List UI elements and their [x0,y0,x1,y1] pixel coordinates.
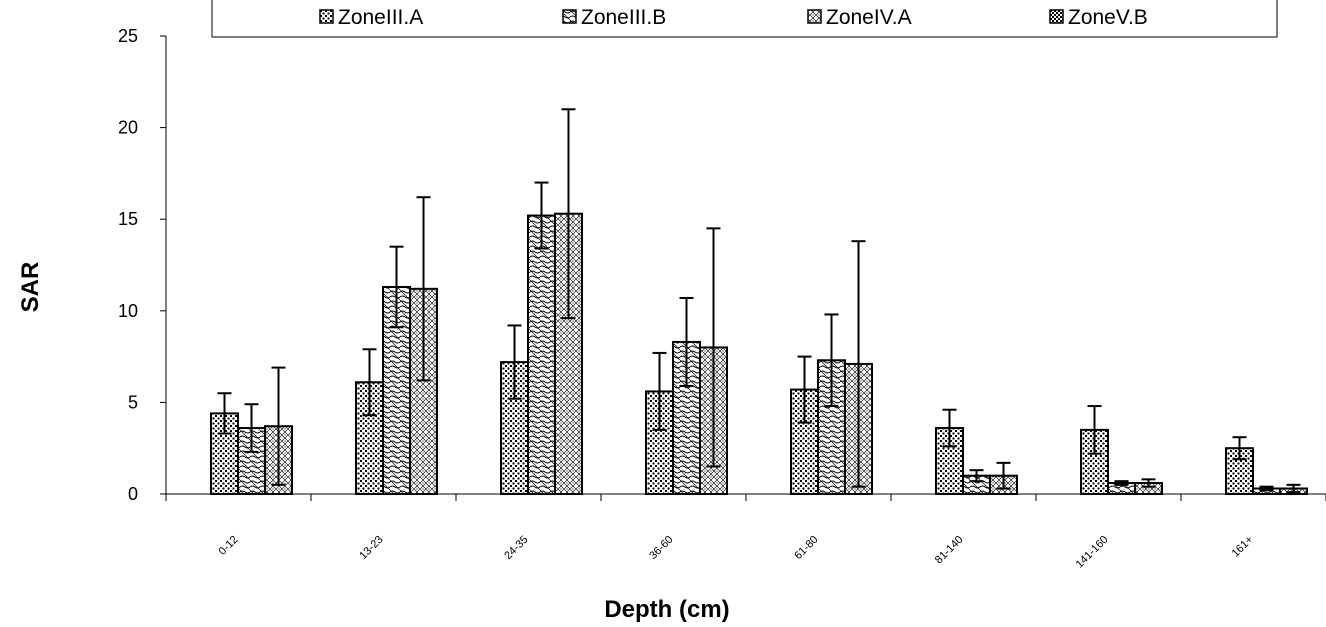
y-tick-label: 20 [118,118,138,138]
x-tick-label: 161+ [1230,534,1256,560]
legend-swatch [319,9,334,24]
x-tick-label: 24-35 [502,534,530,562]
y-tick-label: 15 [118,209,138,229]
x-tick-label: 13-23 [357,534,385,562]
x-axis-title: Depth (cm) [604,596,729,623]
y-axis: 0 5 10 15 20 25 [118,26,167,504]
y-tick-label: 5 [128,392,138,412]
legend-swatch [562,9,577,24]
legend-swatch [807,9,822,24]
x-tick-label: 81-140 [933,534,966,567]
y-axis-title: SAR [17,262,44,313]
x-tick-label: 36-60 [647,534,675,562]
x-tick-label: 0-12 [217,534,241,558]
x-tick-label: 61-80 [792,534,820,562]
y-tick-label: 0 [128,484,138,504]
legend-label: ZoneIV.A [826,6,912,29]
y-tick-label: 10 [118,301,138,321]
legend-label: ZoneIII.A [338,6,423,29]
legend-label: ZoneV.B [1068,6,1148,29]
y-tick-label: 25 [118,26,138,46]
x-tick-label: 141-160 [1074,534,1111,571]
legend: ZoneIII.A ZoneIII.B ZoneIV.A ZoneV.B [211,0,1278,38]
x-axis: 0-12 13-23 24-35 36-60 61-80 81-140 141-160 161… [165,493,1326,571]
legend-swatch [1049,9,1064,24]
plot-area [210,108,1308,496]
legend-frame [211,0,1278,38]
bar [527,214,556,495]
legend-label: ZoneIII.B [581,6,666,29]
